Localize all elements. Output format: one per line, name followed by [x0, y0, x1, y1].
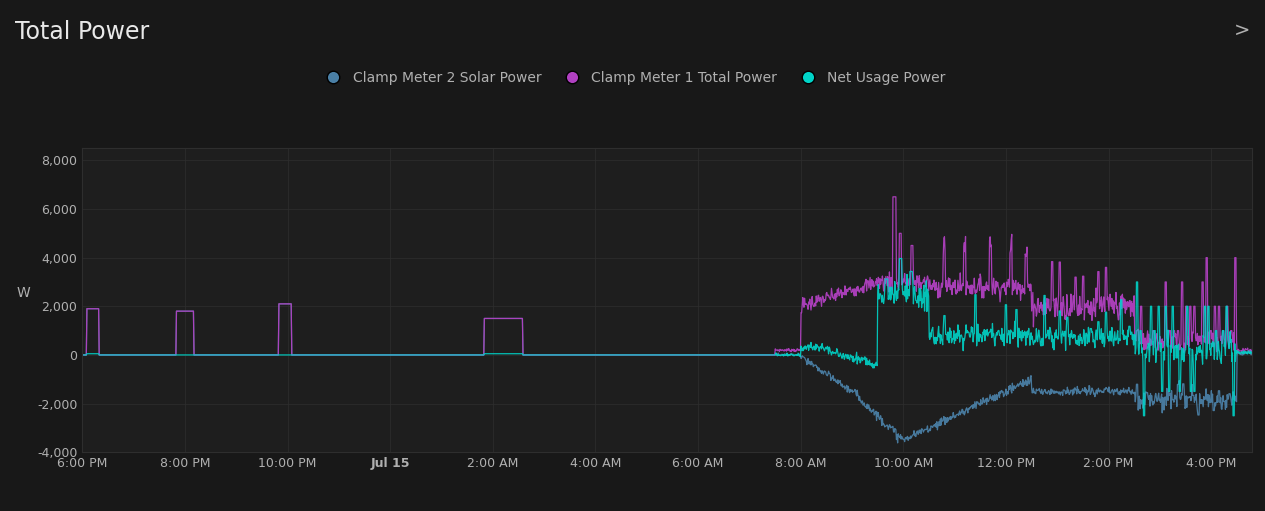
Legend: Clamp Meter 2 Solar Power, Clamp Meter 1 Total Power, Net Usage Power: Clamp Meter 2 Solar Power, Clamp Meter 1… [314, 66, 951, 91]
Text: Total Power: Total Power [15, 20, 149, 44]
Y-axis label: W: W [16, 286, 30, 300]
Text: >: > [1233, 20, 1250, 39]
